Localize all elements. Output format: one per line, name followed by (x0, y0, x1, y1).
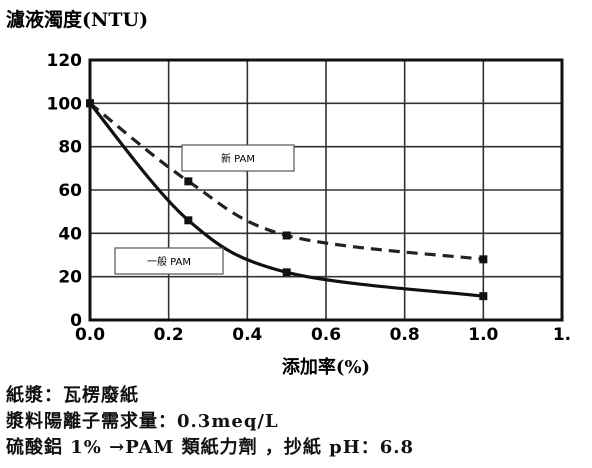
y-tick-label: 40 (58, 224, 82, 244)
data-point (479, 255, 488, 264)
legend-box (181, 144, 295, 172)
note-cationic-demand: 漿料陽離子需求量：0.3meq/L (6, 411, 279, 432)
data-point (282, 268, 291, 277)
y-axis-ticks: 0 20 40 60 80 100 120 (47, 51, 83, 331)
x-tick-label: 0.0 (75, 325, 105, 345)
x-axis-label: 添加率(%) (282, 356, 370, 378)
series-line (88, 102, 484, 298)
x-tick-label: 0.6 (311, 325, 341, 345)
note-conditions: 硫酸鋁 1% →PAM 類紙力劑 ，抄紙 pH：6.8 (6, 437, 415, 458)
y-tick-label: 0 (70, 311, 82, 331)
plot-frame (88, 58, 564, 322)
chart-grid (90, 60, 562, 320)
x-tick-label: 0.4 (232, 325, 262, 345)
y-tick-label: 20 (58, 268, 82, 288)
legend-label: 新 PAM (221, 152, 255, 165)
data-point (479, 292, 488, 301)
x-tick-label: 1. (553, 325, 571, 345)
chart-legends: 新 PAM 一般 PAM (114, 144, 295, 275)
x-axis-ticks: 0.0 0.2 0.4 0.6 0.8 1.0 1. (75, 325, 571, 345)
y-tick-label: 100 (47, 94, 83, 114)
experiment-notes: 紙漿：瓦楞廢紙 漿料陽離子需求量：0.3meq/L 硫酸鋁 1% →PAM 類紙… (6, 383, 586, 461)
y-axis-label: 濾液濁度(NTU) (6, 8, 148, 31)
data-point (184, 177, 193, 186)
x-tick-label: 0.2 (154, 325, 184, 345)
x-tick-label: 0.8 (390, 325, 420, 345)
legend-box (114, 247, 224, 275)
y-tick-label: 60 (58, 181, 82, 201)
x-tick-label: 1.0 (468, 325, 498, 345)
chart-points (86, 99, 488, 301)
y-tick-label: 80 (58, 138, 82, 158)
data-point (86, 99, 94, 108)
data-point (282, 231, 291, 240)
series-line (89, 102, 484, 261)
y-tick-label: 120 (47, 51, 83, 71)
chart-series (88, 102, 484, 298)
note-pulp: 紙漿：瓦楞廢紙 (6, 385, 139, 406)
data-point (184, 216, 193, 225)
legend-label: 一般 PAM (147, 255, 191, 268)
